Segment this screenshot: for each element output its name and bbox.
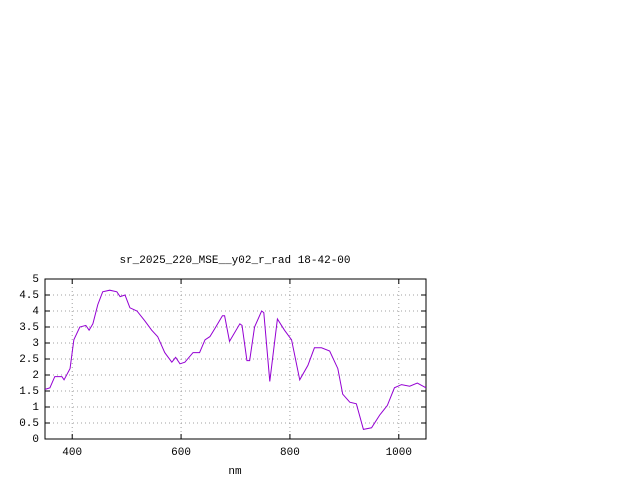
chart-title: sr_2025_220_MSE__y02_r_rad 18-42-00 — [119, 255, 350, 267]
y-tick-label: 2.5 — [19, 354, 39, 366]
x-tick-label: 400 — [62, 447, 82, 459]
y-tick-label: 1 — [32, 402, 39, 414]
x-tick-label: 800 — [280, 447, 300, 459]
y-tick-label: 5 — [32, 274, 39, 286]
x-tick-label: 1000 — [386, 447, 412, 459]
x-tick-label: 600 — [171, 447, 191, 459]
data-line — [44, 289, 427, 430]
y-tick-label: 0.5 — [19, 418, 39, 430]
plot-frame — [44, 278, 427, 440]
y-tick-label: 3.5 — [19, 322, 39, 334]
y-tick-label: 0 — [32, 434, 39, 446]
y-tick-label: 2 — [32, 370, 39, 382]
y-tick-label: 3 — [32, 338, 39, 350]
y-tick-label: 4 — [32, 306, 39, 318]
x-axis-label: nm — [228, 466, 242, 478]
y-tick-label: 4.5 — [19, 290, 39, 302]
y-tick-label: 1.5 — [19, 386, 39, 398]
